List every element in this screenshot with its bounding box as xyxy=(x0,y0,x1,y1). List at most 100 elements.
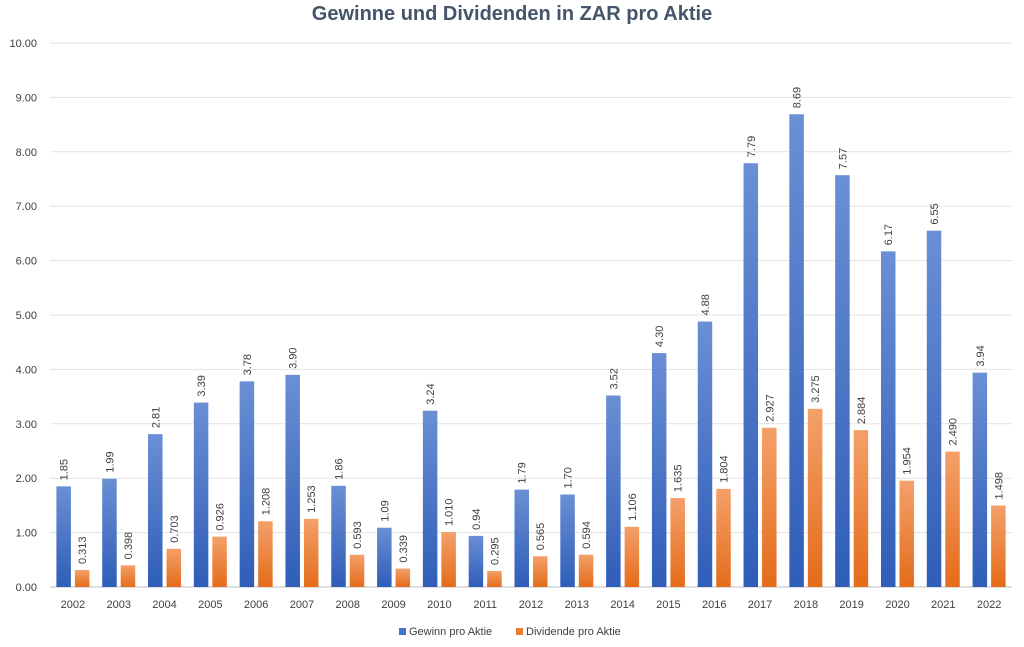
data-label-gewinn: 3.52 xyxy=(608,368,620,389)
bar-dividende xyxy=(349,554,365,587)
data-label-dividende: 0.398 xyxy=(123,532,135,560)
y-tick-label: 4.00 xyxy=(16,364,37,376)
bar-dividende xyxy=(991,505,1006,587)
bar-dividende xyxy=(395,568,411,587)
data-label-gewinn: 1.79 xyxy=(517,462,529,483)
x-tick-label: 2002 xyxy=(61,599,85,611)
data-label-gewinn: 2.81 xyxy=(150,407,162,428)
bar-dividende xyxy=(945,451,960,587)
legend: Gewinn pro Aktie Dividende pro Aktie xyxy=(399,626,621,638)
chart-title: Gewinne und Dividenden in ZAR pro Aktie xyxy=(312,3,712,25)
x-tick-label: 2021 xyxy=(931,599,955,611)
bar-dividende xyxy=(716,488,731,587)
bar-dividende xyxy=(74,569,90,587)
bar-dividende xyxy=(258,521,273,587)
data-label-dividende: 1.635 xyxy=(673,465,685,493)
x-tick-label: 2008 xyxy=(336,599,360,611)
bar-dividende xyxy=(624,526,640,587)
data-label-gewinn: 1.85 xyxy=(59,459,71,480)
bar-gewinn xyxy=(377,527,392,587)
x-tick-label: 2018 xyxy=(794,599,818,611)
bar-gewinn xyxy=(468,535,484,587)
x-tick-label: 2010 xyxy=(427,599,451,611)
data-label-dividende: 2.884 xyxy=(856,397,868,425)
data-label-gewinn: 7.79 xyxy=(746,136,758,157)
data-label-gewinn: 3.78 xyxy=(242,354,254,375)
data-label-dividende: 1.253 xyxy=(306,485,318,513)
x-tick-label: 2015 xyxy=(656,599,680,611)
bar-dividende xyxy=(533,556,548,587)
bar-gewinn xyxy=(193,402,209,587)
bar-gewinn xyxy=(972,372,988,587)
data-label-gewinn: 1.09 xyxy=(379,500,391,521)
data-label-gewinn: 4.30 xyxy=(654,326,666,347)
data-label-dividende: 1.498 xyxy=(993,472,1005,500)
bar-gewinn xyxy=(789,114,804,587)
y-axis-ticks: 0.00 1.00 2.00 3.00 4.00 5.00 6.00 7.00 8.00 9.00… xyxy=(9,38,37,594)
gridlines xyxy=(50,42,1012,588)
data-label-gewinn: 3.24 xyxy=(425,383,437,404)
legend-swatch xyxy=(399,628,406,635)
legend-label: Dividende pro Aktie xyxy=(526,626,621,638)
data-label-gewinn: 3.39 xyxy=(196,375,208,396)
y-tick-label: 5.00 xyxy=(16,310,37,322)
data-label-dividende: 1.208 xyxy=(260,488,272,516)
data-label-dividende: 2.490 xyxy=(948,418,960,446)
bar-gewinn xyxy=(239,381,255,587)
data-label-gewinn: 0.94 xyxy=(471,508,483,529)
data-label-dividende: 1.010 xyxy=(444,499,456,527)
data-label-dividende: 0.703 xyxy=(169,515,181,543)
bar-gewinn xyxy=(331,485,346,587)
x-tick-label: 2006 xyxy=(244,599,268,611)
bar-dividende xyxy=(899,480,914,587)
bar-dividende xyxy=(853,430,869,587)
bar-gewinn xyxy=(102,478,117,587)
bar-gewinn xyxy=(422,410,438,587)
data-label-dividende: 1.954 xyxy=(902,447,914,475)
data-label-dividende: 0.593 xyxy=(352,521,364,549)
data-label-gewinn: 4.88 xyxy=(700,294,712,315)
data-label-dividende: 0.565 xyxy=(535,523,547,551)
data-label-gewinn: 8.69 xyxy=(792,87,804,108)
data-label-dividende: 0.594 xyxy=(581,521,593,549)
bar-dividende xyxy=(670,498,685,587)
legend-item: Gewinn pro Aktie xyxy=(399,626,492,638)
data-label-dividende: 1.804 xyxy=(718,455,730,483)
x-tick-label: 2003 xyxy=(106,599,130,611)
x-tick-label: 2016 xyxy=(702,599,726,611)
bar-dividende xyxy=(212,536,227,587)
bar-gewinn xyxy=(56,486,71,587)
data-label-gewinn: 3.90 xyxy=(288,347,300,368)
y-tick-label: 0.00 xyxy=(16,582,37,594)
x-tick-label: 2014 xyxy=(610,599,634,611)
bar-dividende xyxy=(762,427,777,587)
bar-dividende xyxy=(578,554,594,587)
legend-swatch xyxy=(516,628,523,635)
y-tick-label: 2.00 xyxy=(16,473,37,485)
bar-gewinn xyxy=(514,489,529,587)
bar-dividende xyxy=(807,408,823,587)
data-label-gewinn: 1.86 xyxy=(334,458,346,479)
bar-dividende xyxy=(441,532,456,587)
x-tick-label: 2012 xyxy=(519,599,543,611)
data-label-gewinn: 1.99 xyxy=(104,451,116,472)
data-label-gewinn: 6.55 xyxy=(929,203,941,224)
data-label-gewinn: 6.17 xyxy=(883,224,895,245)
data-label-dividende: 0.926 xyxy=(215,503,227,531)
y-tick-label: 7.00 xyxy=(16,201,37,213)
y-tick-label: 10.00 xyxy=(9,38,37,50)
y-tick-label: 8.00 xyxy=(16,147,37,159)
bar-gewinn xyxy=(926,230,942,587)
bar-dividende xyxy=(166,548,182,587)
x-tick-label: 2017 xyxy=(748,599,772,611)
x-tick-label: 2020 xyxy=(885,599,909,611)
bar-gewinn xyxy=(148,434,163,587)
data-label-dividende: 2.927 xyxy=(764,394,776,422)
x-tick-label: 2019 xyxy=(839,599,863,611)
data-label-dividende: 0.295 xyxy=(489,537,501,565)
data-label-dividende: 0.339 xyxy=(398,535,410,563)
x-axis-ticks: 2002 2003 2004 2005 2006 2007 2008 2009 2010 2011… xyxy=(61,599,1002,611)
bar-gewinn xyxy=(835,175,850,587)
